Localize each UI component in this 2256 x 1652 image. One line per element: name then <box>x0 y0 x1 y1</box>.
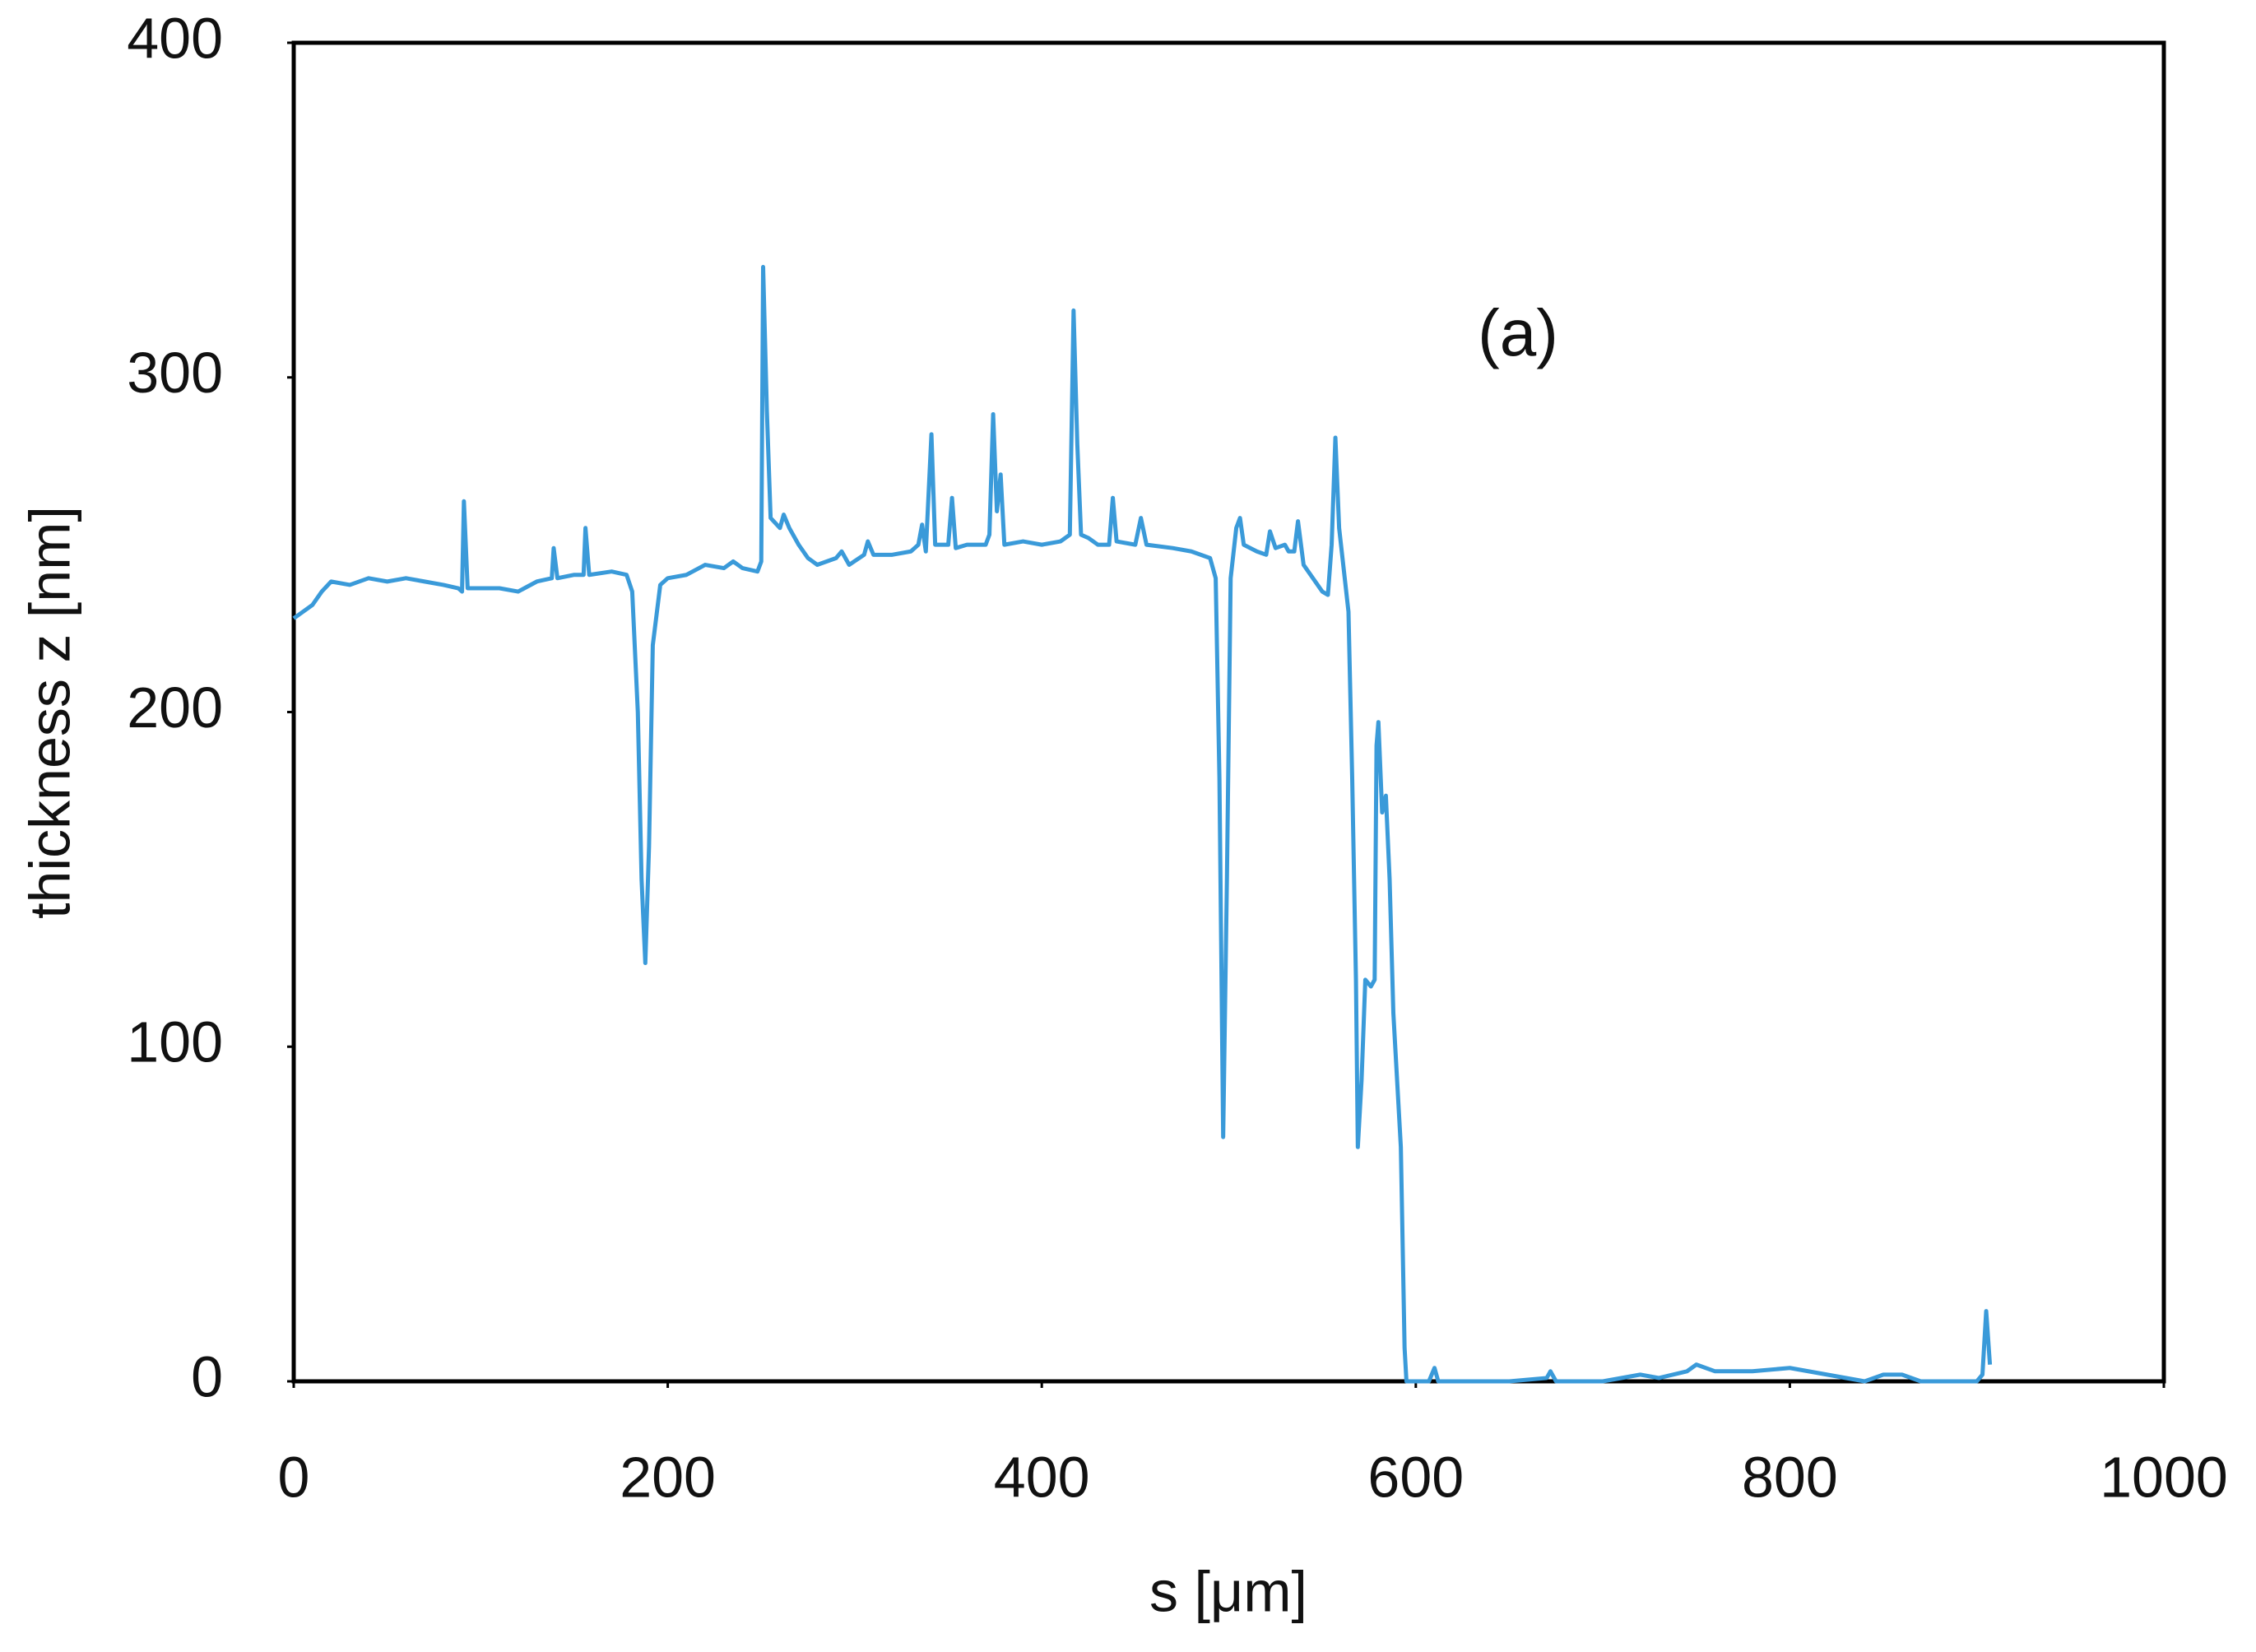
y-tick-label: 0 <box>191 1344 223 1408</box>
y-tick-label: 100 <box>127 1010 223 1074</box>
y-tick-label: 400 <box>127 6 223 70</box>
x-tick-label: 0 <box>278 1445 310 1509</box>
data-line <box>292 265 1993 1384</box>
x-tick-label: 800 <box>1742 1445 1838 1509</box>
x-tick-label: 200 <box>620 1445 716 1509</box>
x-tick-label: 400 <box>994 1445 1090 1509</box>
y-tick-label: 200 <box>127 675 223 740</box>
x-tick-label: 1000 <box>2100 1445 2228 1509</box>
y-axis-label: thickness z [nm] <box>17 506 81 919</box>
x-axis-label: s [μm] <box>1149 1559 1307 1623</box>
annotation: (a) <box>1478 296 1558 369</box>
y-tick-label: 300 <box>127 341 223 405</box>
x-tick-label: 600 <box>1367 1445 1464 1509</box>
